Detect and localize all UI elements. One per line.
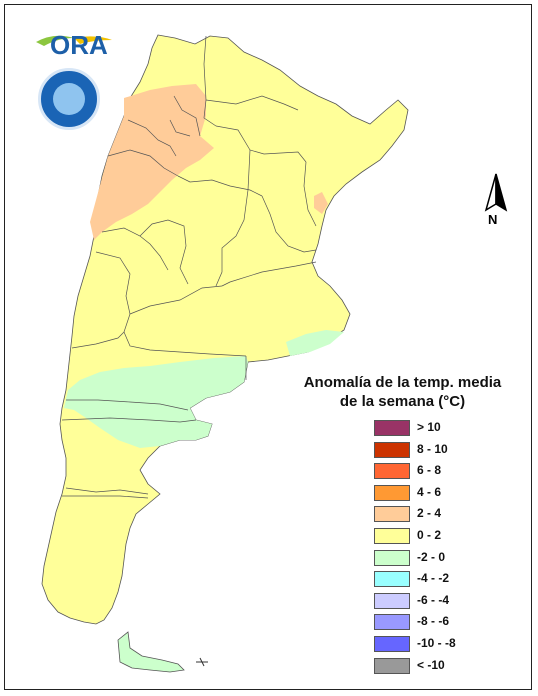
ora-logo-text: ORA — [50, 30, 108, 60]
legend-swatch — [374, 614, 410, 631]
legend-swatch — [374, 484, 410, 501]
legend-title-line2: de la semana (°C) — [339, 393, 466, 410]
north-label: N — [488, 212, 498, 227]
legend-label: -8 - -6 — [417, 614, 450, 629]
legend-label: -4 - -2 — [417, 571, 450, 586]
legend-label: 0 - 2 — [417, 527, 442, 542]
smn-seal-logo — [38, 68, 100, 130]
legend-label: 8 - 10 — [417, 441, 448, 456]
legend-title: Anomalía de la temp. media de la semana … — [285, 373, 520, 411]
legend-label: -6 - -4 — [417, 592, 450, 607]
legend-swatch — [374, 463, 410, 480]
legend-swatch — [374, 506, 410, 523]
province-boundaries — [61, 35, 317, 499]
legend-swatch — [374, 657, 410, 674]
legend-swatch — [374, 592, 410, 609]
tierra-del-fuego — [117, 631, 185, 673]
anomaly-2-4-northwest — [90, 84, 214, 240]
legend-title-line1: Anomalía de la temp. media — [303, 374, 502, 391]
ora-leaf-icon — [36, 35, 112, 46]
country-outline — [41, 34, 409, 625]
legend-label: > 10 — [417, 420, 441, 434]
anomaly-neg2-0-band — [64, 356, 248, 448]
legend-label: 6 - 8 — [417, 463, 442, 478]
legend-label: 2 - 4 — [417, 506, 442, 521]
legend-swatch — [374, 635, 410, 652]
north-arrow-icon — [484, 173, 508, 212]
legend-swatch — [374, 441, 410, 458]
legend-swatch — [374, 549, 410, 566]
legend-swatch — [374, 420, 410, 436]
anomaly-neg2-0-east — [286, 330, 344, 356]
legend-label: -10 - -8 — [417, 635, 456, 650]
legend-label: -2 - 0 — [417, 549, 446, 564]
falkland-marks — [196, 657, 208, 667]
seal-globe-icon — [53, 83, 85, 115]
legend-swatch — [374, 571, 410, 588]
ora-logo: ORA — [34, 28, 114, 62]
anomaly-2-4-northeast — [314, 192, 328, 214]
legend-label: < -10 — [417, 657, 445, 672]
legend-label: 4 - 6 — [417, 484, 442, 499]
legend-swatch — [374, 527, 410, 544]
